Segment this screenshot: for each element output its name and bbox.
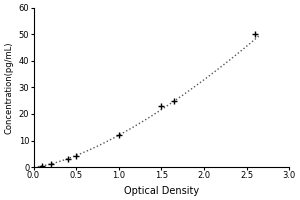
X-axis label: Optical Density: Optical Density bbox=[124, 186, 199, 196]
Y-axis label: Concentration(pg/mL): Concentration(pg/mL) bbox=[4, 41, 13, 134]
